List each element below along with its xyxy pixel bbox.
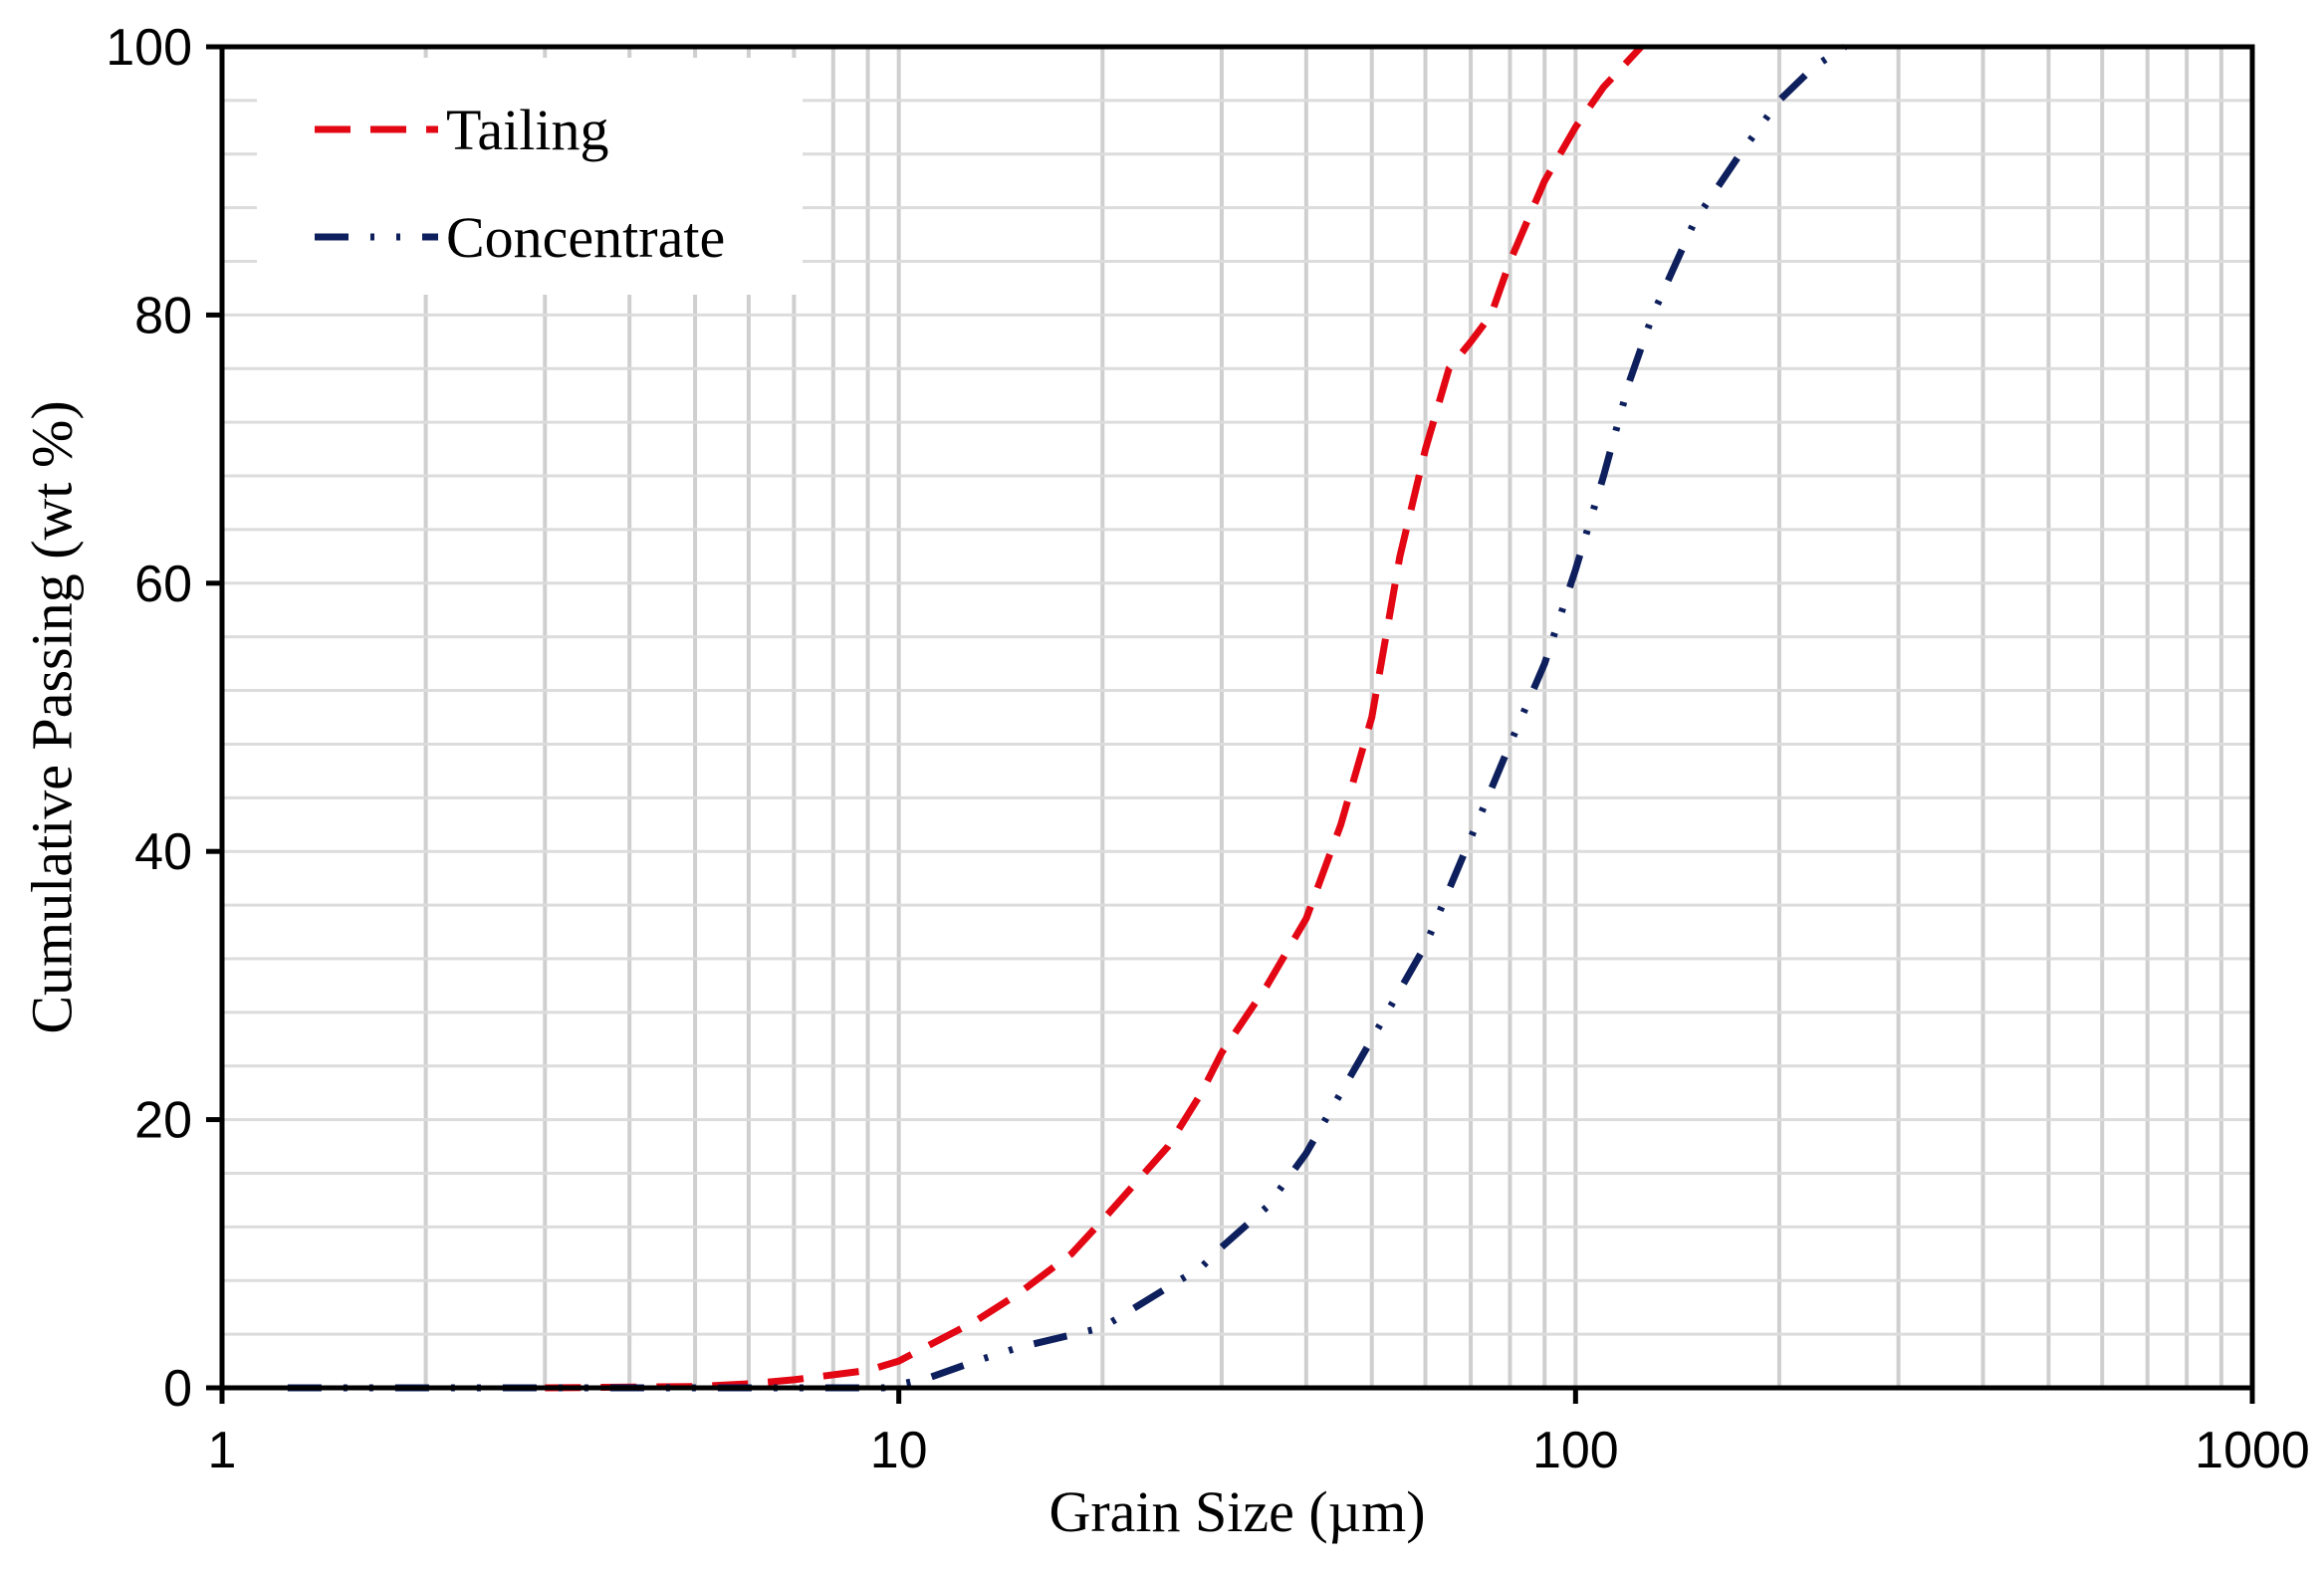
y-tick-label: 0 — [163, 1360, 192, 1418]
axis-ticks: 0 20 40 60 80 100 1 10 100 1000 — [106, 19, 2310, 1479]
y-tick-label: 60 — [134, 556, 192, 613]
y-tick-label: 100 — [106, 19, 192, 77]
y-tick-label: 20 — [134, 1092, 192, 1150]
x-tick-label: 100 — [1532, 1422, 1619, 1479]
y-axis-label: Cumulative Passing (wt %) — [19, 400, 84, 1033]
x-tick-label: 1 — [208, 1422, 237, 1479]
plot-frame — [219, 44, 2255, 1391]
y-tick-label: 80 — [134, 287, 192, 344]
x-axis-label: Grain Size (µm) — [1048, 1479, 1425, 1544]
legend: Tailing Concentrate — [257, 58, 803, 295]
legend-label: Tailing — [446, 98, 608, 162]
y-tick-label: 40 — [134, 823, 192, 881]
series-lines — [287, 44, 1847, 1392]
legend-box — [257, 58, 803, 295]
series-line-tailing — [545, 44, 1644, 1392]
x-tick-label: 10 — [870, 1422, 928, 1479]
legend-label: Concentrate — [446, 205, 725, 270]
x-tick-label: 1000 — [2195, 1422, 2310, 1479]
